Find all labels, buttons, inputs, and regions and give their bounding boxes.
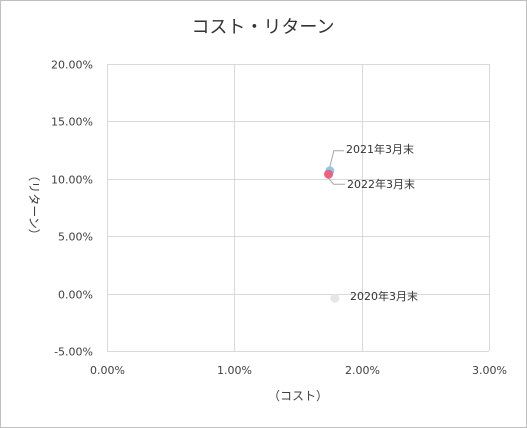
x-tick-label: 2.00% — [345, 364, 380, 377]
y-tick-label: -5.00% — [54, 346, 93, 359]
x-tick-label: 3.00% — [472, 364, 507, 377]
point-label: 2021年3月末 — [346, 142, 414, 156]
y-tick-label: 0.00% — [58, 289, 93, 302]
data-point — [324, 169, 334, 179]
y-tick-label: 20.00% — [51, 59, 93, 72]
leader-line — [329, 150, 344, 167]
y-axis-label: （リターン） — [27, 169, 41, 240]
point-label: 2020年3月末 — [350, 289, 418, 303]
point-label: 2022年3月末 — [347, 177, 415, 191]
x-tick-label: 0.00% — [90, 364, 125, 377]
data-point — [330, 293, 340, 303]
tick-labels: 20.00% 15.00% 10.00% 5.00% 0.00% -5.00% 0.00% 1… — [51, 59, 507, 378]
x-tick-label: 1.00% — [217, 364, 252, 377]
x-axis-label: （コスト） — [268, 389, 328, 403]
y-tick-label: 15.00% — [51, 116, 93, 129]
y-tick-label: 10.00% — [51, 174, 93, 187]
gridlines — [107, 64, 490, 352]
leader-line — [328, 177, 345, 185]
data-points: 2020年3月末 2021年3月末 2022年3月末 — [324, 142, 418, 303]
chart-title: コスト・リターン — [191, 17, 334, 38]
y-tick-label: 5.00% — [58, 231, 93, 244]
